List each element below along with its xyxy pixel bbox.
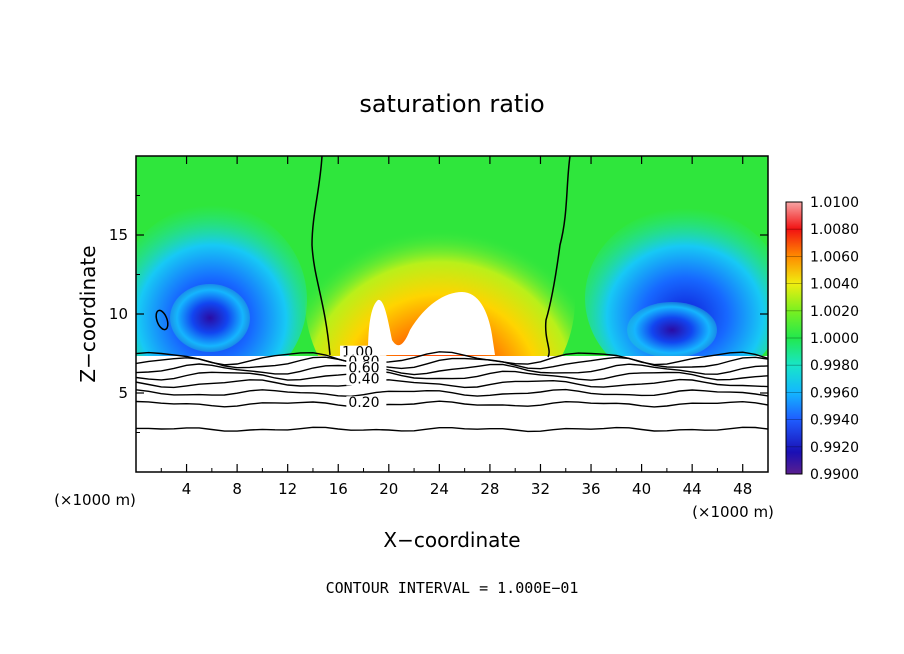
contour-line-1 xyxy=(136,351,768,366)
chart-title: saturation ratio xyxy=(359,90,544,118)
boundary-layer xyxy=(136,356,768,472)
colorbar-label-1.0020: 1.0020 xyxy=(810,304,859,320)
colorbar: 1.0100 1.0080 1.0060 1.0040 1.0020 1.0000 0.99… xyxy=(785,195,859,483)
colorbar-label-0.9900: 0.9900 xyxy=(810,467,859,483)
x-tick-label-8: 8 xyxy=(232,480,242,498)
right-dry-core xyxy=(627,302,717,358)
x-unit-right: (×1000 m) xyxy=(692,503,774,521)
colorbar-label-0.9960: 0.9960 xyxy=(810,385,859,401)
colorbar-label-0.9980: 0.9980 xyxy=(810,358,859,374)
x-tick-label-48: 48 xyxy=(733,480,752,498)
contour-line-0.9 xyxy=(136,356,768,370)
contour-label-0.40: 0.40 xyxy=(348,372,379,388)
x-tick-label-32: 32 xyxy=(531,480,550,498)
x-axis-label: X−coordinate xyxy=(383,528,520,552)
contour-labels: 1.000.800.600.400.20 xyxy=(340,345,387,411)
saturated-core xyxy=(368,292,495,355)
colorbar-label-1.0080: 1.0080 xyxy=(810,222,859,238)
left-dry-core xyxy=(170,284,250,352)
contour-line-0.4 xyxy=(136,400,768,408)
contour-label-bg xyxy=(346,372,387,386)
colorbar-ticks: 1.0100 1.0080 1.0060 1.0040 1.0020 1.0000 0.99… xyxy=(786,195,859,483)
x-axis-ticks: 4 8 12 16 20 24 28 32 36 40 44 48 xyxy=(160,156,752,498)
colorbar-label-0.9940: 0.9940 xyxy=(810,413,859,429)
colorbar-label-0.9920: 0.9920 xyxy=(810,440,859,456)
contour-label-0.60: 0.60 xyxy=(348,360,379,376)
contour-line-0.8 xyxy=(136,363,768,376)
contour-closed-small xyxy=(155,309,169,331)
contour-1.00-left xyxy=(311,156,331,356)
x-tick-label-36: 36 xyxy=(581,480,600,498)
contour-label-bg xyxy=(346,361,387,375)
colorbar-gradient xyxy=(785,201,803,475)
y-tick-label-10: 10 xyxy=(109,305,128,323)
contour-line-0.6 xyxy=(136,378,768,389)
colorbar-label-1.0040: 1.0040 xyxy=(810,277,859,293)
x-tick-label-4: 4 xyxy=(182,480,192,498)
y-axis-ticks: 5 10 15 xyxy=(109,195,768,433)
colorbar-label-1.0000: 1.0000 xyxy=(810,331,859,347)
contour-label-bg xyxy=(346,396,387,410)
x-unit-left: (×1000 m) xyxy=(54,491,136,509)
contour-label-0.20: 0.20 xyxy=(348,395,379,411)
contour-line-0.2 xyxy=(136,426,768,433)
contour-line-0.5 xyxy=(136,388,768,398)
plot-area: 1.000.800.600.400.20 xyxy=(136,156,768,472)
x-tick-label-40: 40 xyxy=(632,480,651,498)
contour-1.00-right xyxy=(544,156,571,358)
y-tick-label-15: 15 xyxy=(109,226,128,244)
colorbar-label-1.0100: 1.0100 xyxy=(810,195,859,211)
x-tick-label-20: 20 xyxy=(379,480,398,498)
y-tick-label-5: 5 xyxy=(118,384,128,402)
y-axis-label: Z−coordinate xyxy=(76,245,100,382)
x-tick-label-24: 24 xyxy=(430,480,449,498)
right-dry-region xyxy=(585,208,768,388)
colorbar-label-1.0060: 1.0060 xyxy=(810,249,859,265)
x-tick-label-28: 28 xyxy=(480,480,499,498)
x-tick-label-44: 44 xyxy=(683,480,702,498)
x-tick-label-12: 12 xyxy=(278,480,297,498)
contour-lines xyxy=(136,351,768,433)
contour-line-0.7 xyxy=(136,370,768,381)
x-tick-label-16: 16 xyxy=(329,480,348,498)
contour-interval-footer: CONTOUR INTERVAL = 1.000E−01 xyxy=(326,579,579,597)
